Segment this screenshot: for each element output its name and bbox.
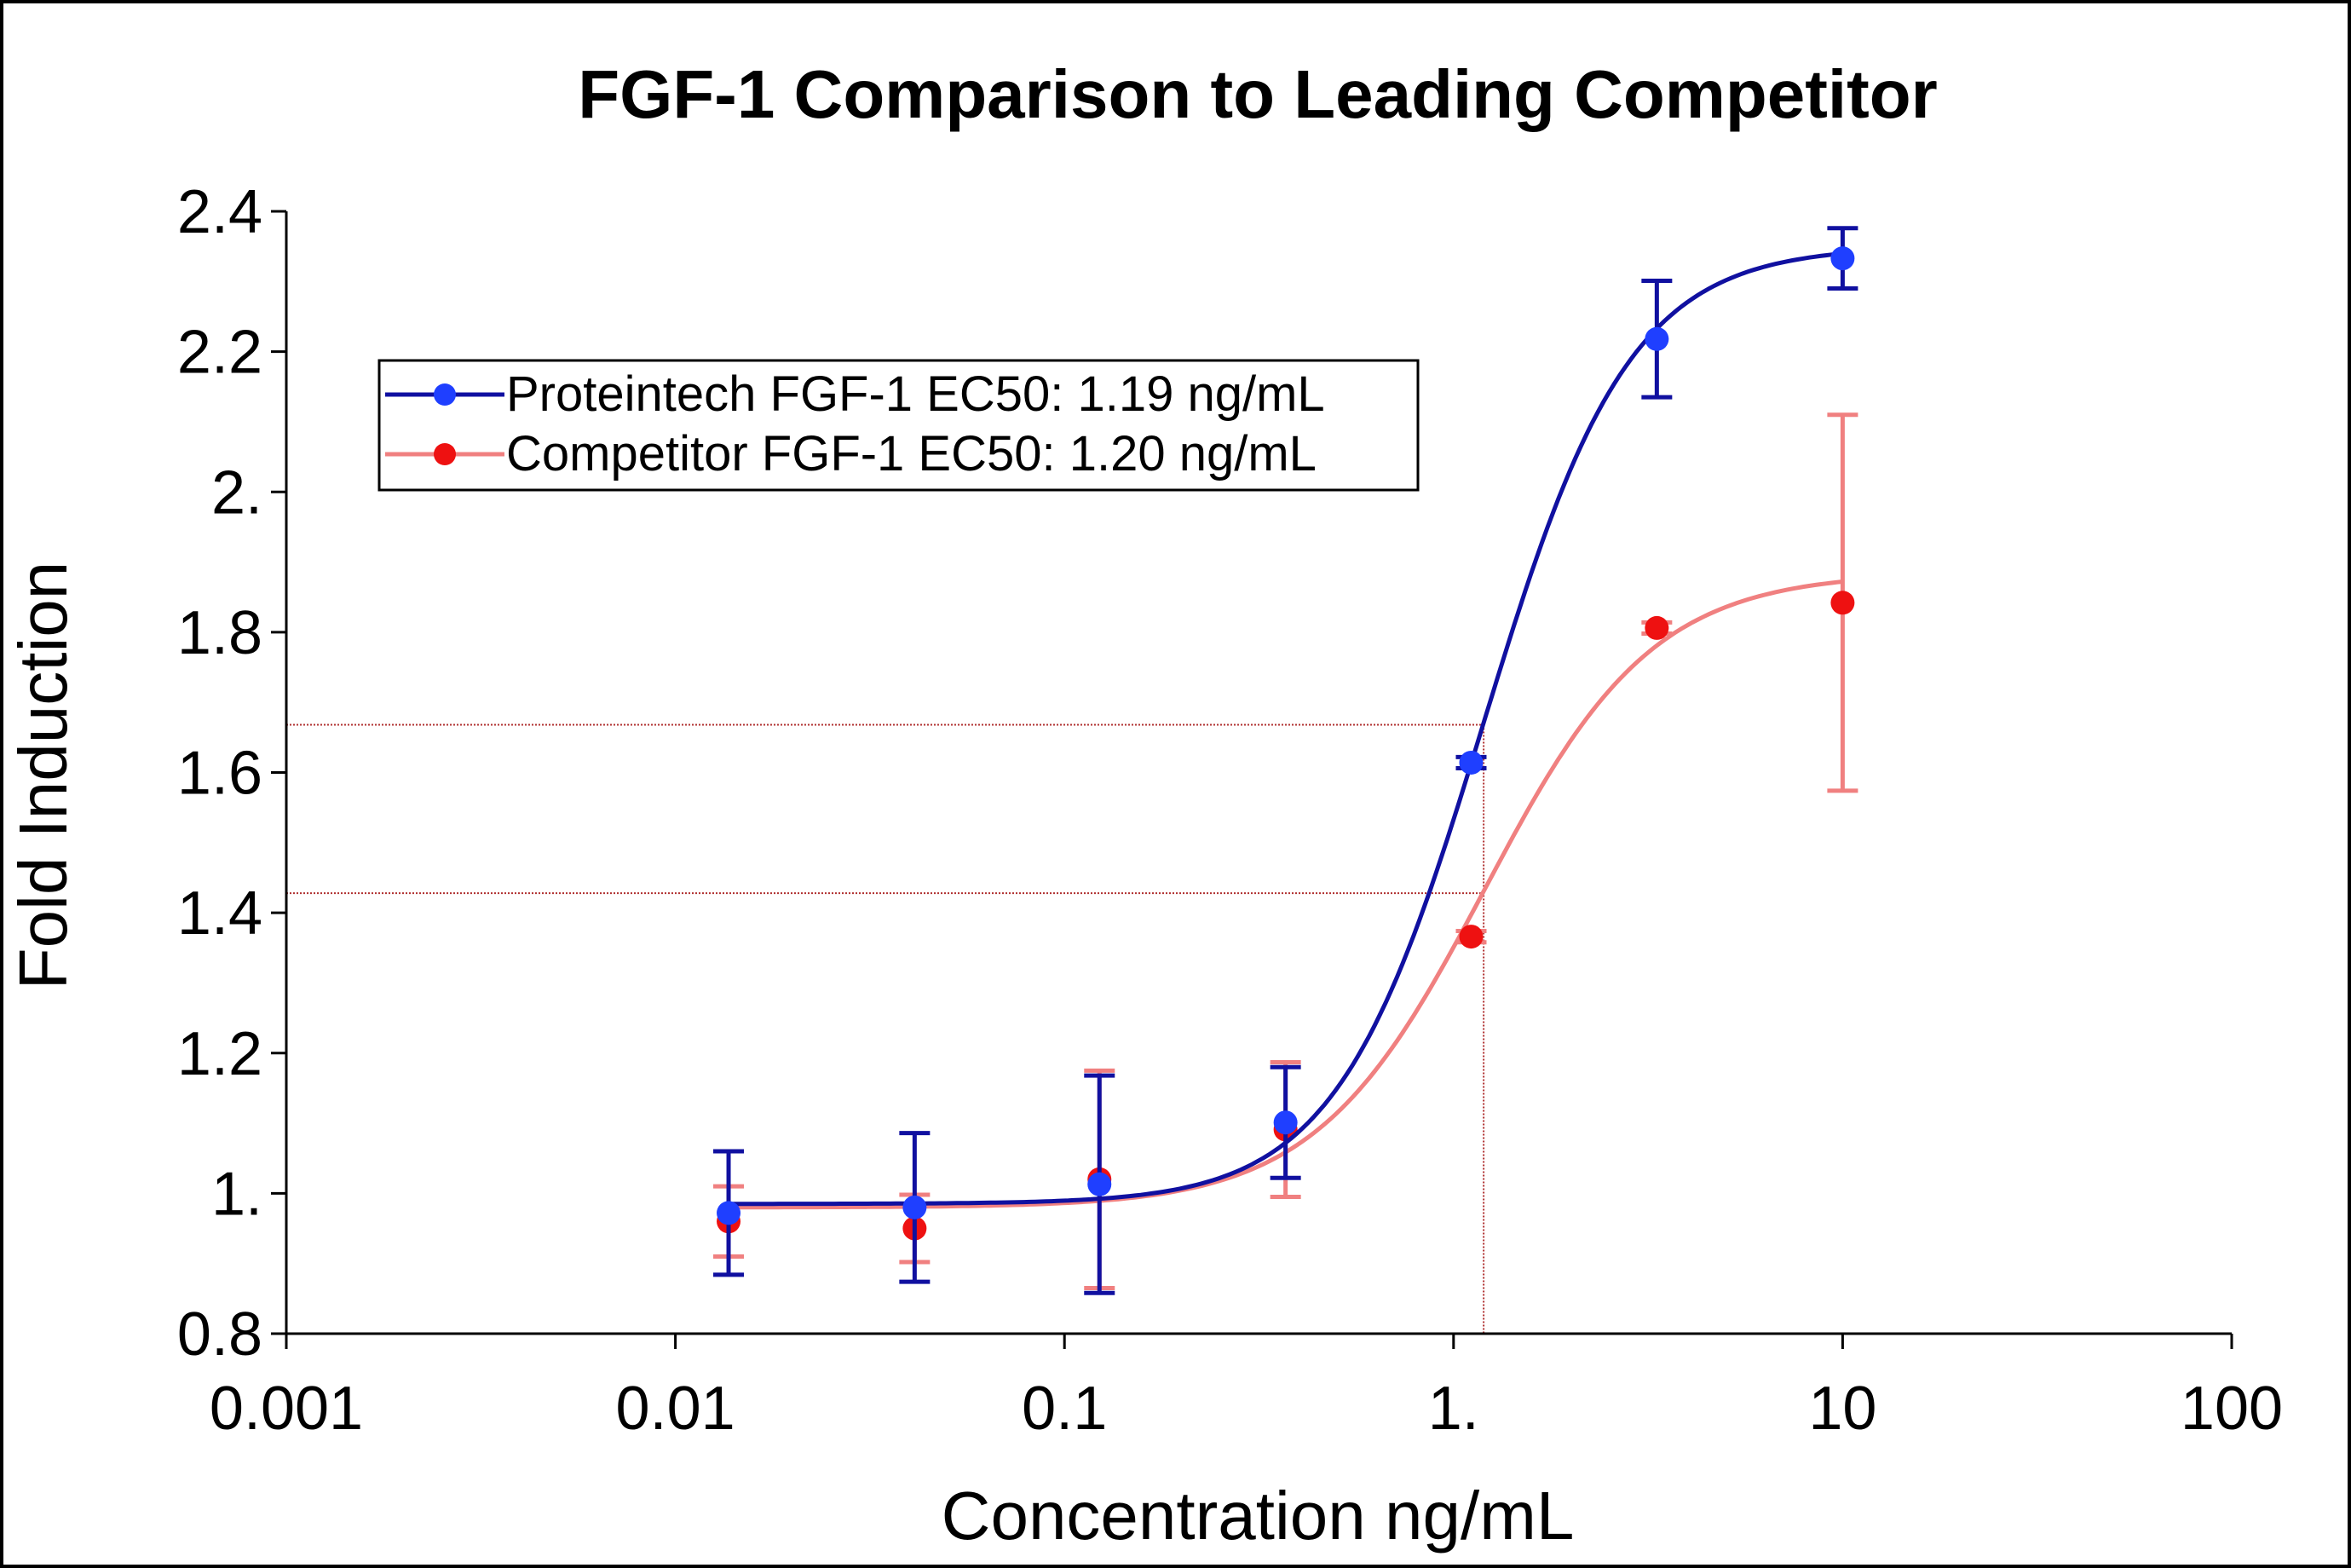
- series-proteintech: [713, 226, 1858, 1295]
- data-point-proteintech: [1645, 326, 1669, 351]
- ec50-reference-lines: [286, 723, 1485, 1334]
- x-tick-label: 100: [2181, 1375, 2283, 1443]
- y-tick-label: 1.4: [177, 879, 262, 948]
- legend-marker-proteintech: [434, 383, 456, 406]
- data-point-competitor: [1459, 925, 1484, 949]
- data-point-proteintech: [902, 1195, 927, 1219]
- data-point-competitor: [1645, 615, 1669, 640]
- chart-title: FGF-1 Comparison to Leading Competitor: [578, 56, 1938, 132]
- data-point-proteintech: [717, 1201, 741, 1225]
- x-tick-label: 0.01: [616, 1375, 735, 1443]
- x-axis-ticks: 0.001 0.01 0.1 1. 10 100: [210, 1334, 2283, 1443]
- legend-label-proteintech: Proteintech FGF-1 EC50: 1.19 ng/mL: [506, 366, 1325, 422]
- y-tick-label: 1.6: [177, 740, 262, 808]
- x-tick-label: 0.1: [1022, 1375, 1107, 1443]
- y-tick-label: 0.8: [177, 1300, 262, 1369]
- y-axis-ticks: 0.8 1. 1.2 1.4 1.6 1.8 2. 2.2 2.4: [177, 178, 286, 1369]
- y-tick-label: 1.: [211, 1160, 262, 1228]
- y-tick-label: 1.2: [177, 1020, 262, 1088]
- legend-box: [377, 359, 1420, 492]
- y-tick-label: 2.2: [177, 319, 262, 387]
- data-point-proteintech: [1459, 750, 1484, 775]
- plot-area: [713, 226, 1858, 1295]
- y-tick-label: 1.8: [177, 599, 262, 667]
- x-tick-label: 10: [1808, 1375, 1876, 1443]
- data-point-proteintech: [1830, 246, 1855, 271]
- x-tick-label: 0.001: [210, 1375, 363, 1443]
- x-tick-label: 1.: [1428, 1375, 1479, 1443]
- data-point-proteintech: [1273, 1110, 1298, 1135]
- data-point-competitor: [1830, 591, 1855, 615]
- legend-marker-competitor: [434, 443, 456, 465]
- y-tick-label: 2.4: [177, 178, 262, 246]
- y-tick-label: 2.: [211, 458, 262, 527]
- x-axis-label: Concentration ng/mL: [942, 1478, 1575, 1554]
- legend-label-competitor: Competitor FGF-1 EC50: 1.20 ng/mL: [506, 426, 1317, 481]
- y-axis-label: Fold Induction: [5, 562, 81, 990]
- data-point-proteintech: [1087, 1172, 1112, 1196]
- legend: Proteintech FGF-1 EC50: 1.19 ng/mL Compe…: [377, 359, 1420, 492]
